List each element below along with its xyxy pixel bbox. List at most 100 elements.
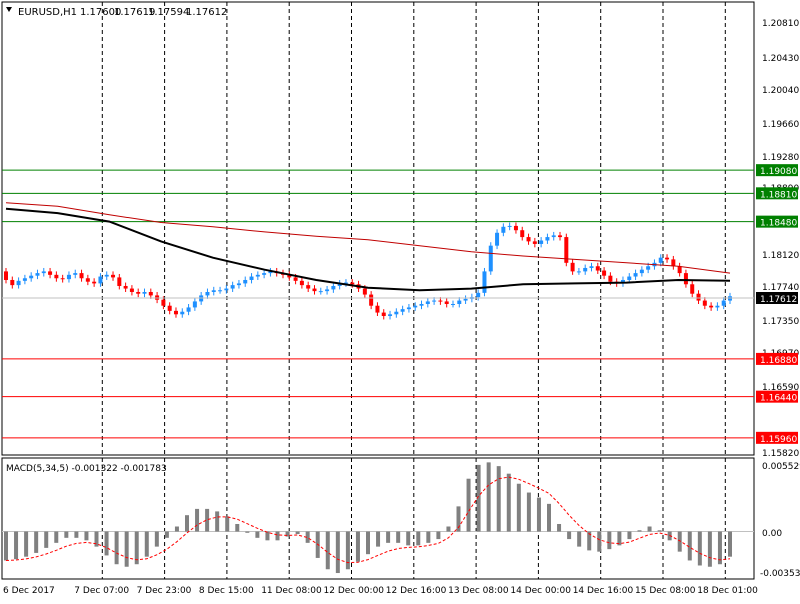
candle-body: [85, 278, 90, 282]
macd-bar: [325, 531, 330, 570]
macd-bar: [64, 531, 69, 538]
candle-body: [715, 305, 720, 308]
time-tick: 11 Dec 08:00: [261, 586, 322, 596]
price-pane-frame[interactable]: [1, 1, 755, 456]
macd-tick: 0.005529: [762, 462, 800, 472]
time-tick: 7 Dec 23:00: [137, 586, 192, 596]
candle-body: [450, 304, 455, 305]
macd-bar: [627, 531, 632, 540]
candle-body: [148, 291, 153, 296]
ma-slow-line: [5, 207, 731, 292]
macd-bar: [124, 531, 129, 567]
candle-body: [400, 309, 405, 312]
candle-body: [92, 281, 97, 284]
macd-bar: [94, 531, 99, 547]
candle-body: [111, 274, 116, 278]
candle-body: [690, 284, 695, 294]
macd-label: MACD(5,34,5) -0.001322 -0.001783: [6, 464, 167, 474]
macd-bar: [24, 531, 29, 557]
close-value: 1.17612: [186, 7, 227, 18]
candle-body: [570, 262, 575, 272]
candle-body: [4, 271, 8, 280]
price-tick: 1.20810: [762, 19, 799, 29]
level-tag-box: [756, 352, 798, 365]
level-tag-label: 1.16880: [760, 356, 797, 366]
level-tag-label: 1.15960: [760, 435, 797, 445]
candle-body: [438, 300, 443, 302]
candle-body: [318, 291, 323, 293]
candle-body: [48, 271, 53, 275]
candle-body: [589, 266, 594, 268]
triangle-down-icon[interactable]: [6, 7, 12, 12]
macd-bar: [647, 526, 652, 532]
candle-body: [10, 279, 15, 286]
time-tick: 13 Dec 08:00: [448, 586, 509, 596]
candle-body: [255, 274, 260, 277]
candle-body: [551, 235, 556, 238]
candle-body: [444, 301, 449, 304]
time-tick: 14 Dec 16:00: [573, 586, 634, 596]
macd-bar: [536, 497, 541, 532]
price-tick: 1.19280: [762, 153, 799, 163]
candle-body: [98, 276, 103, 284]
candle-body: [463, 298, 468, 301]
high-value: 1.17619: [114, 7, 155, 18]
macd-bar: [265, 531, 270, 541]
macd-bar: [466, 478, 471, 532]
candle-body: [602, 270, 607, 276]
level-tag-box: [756, 164, 798, 177]
candle-body: [73, 273, 78, 275]
low-value: 1.17594: [148, 7, 189, 18]
time-tick: 8 Dec 15:00: [199, 586, 254, 596]
candle-body: [665, 257, 670, 260]
candle-body: [639, 269, 644, 274]
candle-body: [532, 241, 537, 244]
candle-body: [299, 280, 304, 286]
macd-bar: [154, 531, 159, 547]
time-tick: 15 Dec 08:00: [635, 586, 696, 596]
candle-body: [262, 273, 267, 275]
candle-body: [218, 290, 223, 292]
candle-body: [205, 291, 210, 296]
current-price-box: [756, 292, 798, 304]
macd-bar: [657, 530, 662, 532]
price-tick: 1.15820: [762, 449, 799, 459]
level-tag-label: 1.18810: [760, 190, 797, 200]
macd-bar: [84, 531, 89, 541]
macd-pane-frame[interactable]: [1, 457, 755, 580]
candle-body: [331, 285, 336, 290]
macd-bar: [14, 531, 19, 560]
macd-bar: [677, 531, 682, 552]
macd-bar: [577, 531, 582, 547]
candle-body: [595, 266, 600, 271]
macd-bar: [285, 531, 290, 537]
macd-bar: [516, 483, 521, 532]
candle-body: [583, 267, 588, 272]
macd-bar: [526, 492, 531, 532]
time-tick: 12 Dec 16:00: [386, 586, 447, 596]
candle-body: [658, 257, 663, 263]
candle-body: [406, 307, 411, 310]
candle-body: [243, 279, 248, 284]
candle-body: [230, 285, 235, 289]
candle-body: [66, 274, 71, 280]
candle-body: [488, 245, 493, 272]
macd-bar: [426, 531, 431, 543]
candle-body: [343, 282, 348, 284]
current-price-value: 1.17612: [760, 295, 797, 305]
candle-body: [545, 237, 550, 241]
candle-body: [287, 274, 292, 278]
macd-bar: [728, 531, 732, 557]
candle-body: [369, 294, 374, 306]
candle-body: [60, 278, 65, 280]
candle-body: [79, 273, 84, 279]
macd-bar: [687, 531, 692, 561]
moving-averages: [5, 202, 731, 292]
macd-bar: [587, 531, 592, 551]
macd-histogram: [2, 462, 754, 574]
time-axis[interactable]: 6 Dec 2017 7 Dec 07:00 7 Dec 23:00 8 Dec 15…: [3, 586, 758, 596]
macd-bar: [446, 526, 451, 532]
